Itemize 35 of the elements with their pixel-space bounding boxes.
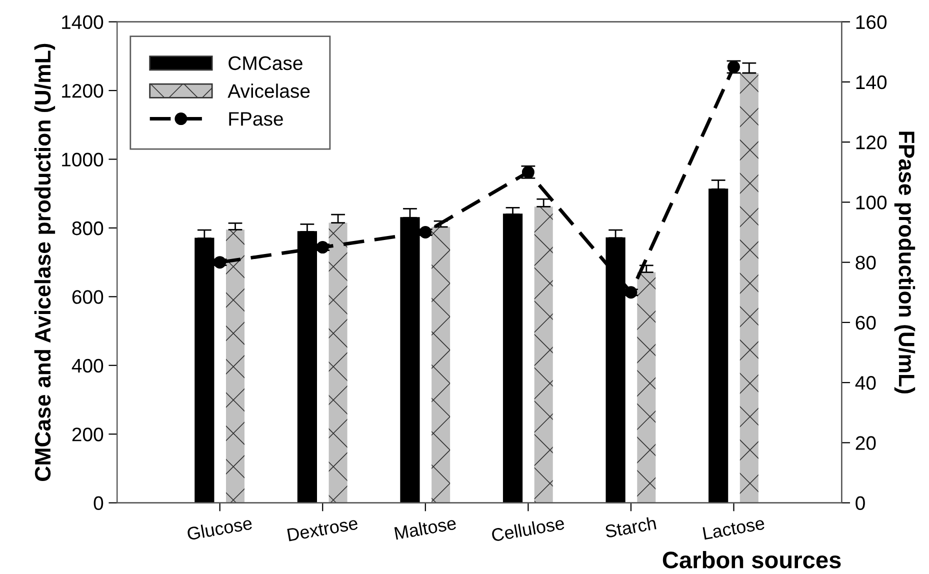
y-axis-title: CMCase and Avicelase production (U/mL) — [34, 44, 56, 481]
x-tick-label: Cellulose — [491, 516, 565, 542]
y2-tick-label: 20 — [856, 436, 876, 450]
x-tick-label: Dextrose — [287, 516, 358, 542]
y2-tick-label: 100 — [856, 196, 887, 210]
x-tick-label: Lactose — [702, 516, 765, 540]
bar — [432, 226, 450, 503]
y-tick-label: 800 — [72, 221, 104, 236]
y-tick-label: 1200 — [62, 84, 104, 98]
y-tick-label: 600 — [72, 290, 104, 304]
bar — [328, 222, 348, 503]
y-tick-label: 200 — [72, 428, 104, 442]
x-axis-title: Carbon sources — [662, 551, 841, 568]
bar — [740, 73, 758, 503]
legend-label: FPase — [229, 112, 283, 126]
bar — [534, 206, 553, 503]
y2-tick-label: 0 — [856, 496, 865, 510]
y2-tick-label: 120 — [856, 136, 887, 150]
y2-tick-label: 60 — [856, 316, 876, 330]
y2-axis-title: FPase production (U/mL) — [894, 132, 916, 394]
y-tick-label: 400 — [72, 358, 104, 373]
x-tick-label: Glucose — [186, 516, 253, 540]
y-tick-label: 1400 — [62, 15, 104, 30]
y-tick-label: 1000 — [62, 152, 104, 166]
y2-tick-label: 140 — [856, 75, 887, 90]
legend-label: CMCase — [228, 56, 302, 70]
legend-label: Avicelase — [228, 84, 310, 98]
y2-tick-label: 160 — [856, 15, 887, 30]
x-tick-label: Starch — [604, 516, 656, 538]
bar — [226, 230, 245, 503]
x-tick-label: Maltose — [394, 516, 457, 540]
y-tick-label: 0 — [94, 496, 104, 510]
y2-tick-label: 80 — [856, 256, 876, 270]
bar — [637, 272, 656, 503]
y2-tick-label: 40 — [855, 376, 876, 390]
